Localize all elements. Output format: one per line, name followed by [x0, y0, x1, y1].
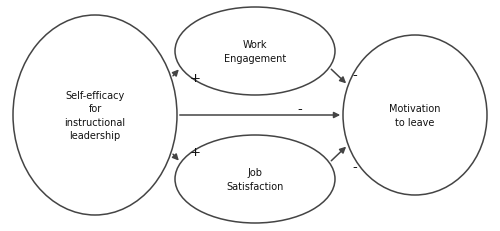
Text: +: +: [190, 145, 200, 158]
Ellipse shape: [175, 8, 335, 96]
Text: Work
Engagement: Work Engagement: [224, 40, 286, 63]
Ellipse shape: [175, 135, 335, 223]
Text: -: -: [352, 69, 358, 82]
Text: Job
Satisfaction: Job Satisfaction: [226, 168, 283, 191]
Text: -: -: [298, 103, 302, 116]
Ellipse shape: [13, 16, 177, 215]
Text: -: -: [352, 161, 358, 174]
Text: Motivation
to leave: Motivation to leave: [389, 104, 441, 127]
Ellipse shape: [343, 36, 487, 195]
Text: Self-efficacy
for
instructional
leadership: Self-efficacy for instructional leadersh…: [64, 91, 126, 140]
Text: +: +: [190, 71, 200, 84]
